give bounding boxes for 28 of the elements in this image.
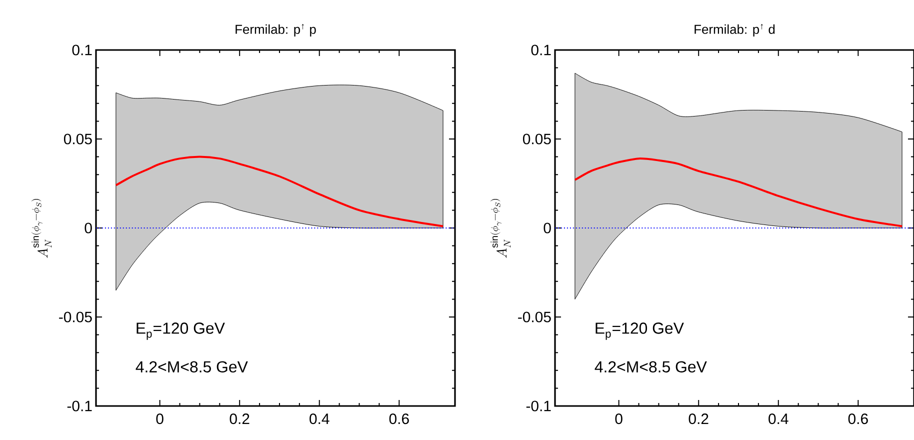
y-tick-label: -0.1 <box>526 400 551 412</box>
y-tick-label: 0.1 <box>72 44 92 56</box>
line-series <box>114 156 444 228</box>
y-tick-label: -0.1 <box>67 400 92 412</box>
y-axis-title: $A_N^{\sin(\phi_\gamma-\phi_S)}$ <box>31 199 52 258</box>
annotation: 4.2<M<8.5 GeV <box>136 361 248 372</box>
y-axis-title: $A_N^{\sin(\phi_\gamma-\phi_S)}$ <box>490 199 511 258</box>
x-tick-label: 0.4 <box>768 414 788 424</box>
annotation: E$_{p}$=120 GeV <box>596 322 684 340</box>
y-tick-label: 0.05 <box>522 134 551 144</box>
line-series <box>574 158 904 228</box>
x-tick-label: 0.2 <box>230 414 250 424</box>
annotation: E$_{p}$=120 GeV <box>136 322 225 340</box>
chart-title: Fermilab: p$^{↑}$ p <box>236 24 316 36</box>
x-tick-label: 0.6 <box>389 414 409 424</box>
y-tick-label: -0.05 <box>59 312 92 322</box>
x-tick-label: 0 <box>156 414 164 424</box>
x-tick-label: 0.2 <box>688 414 708 424</box>
y-tick-label: 0.1 <box>531 44 551 56</box>
x-tick-label: 0.4 <box>310 414 330 424</box>
x-tick-label: 0.6 <box>848 414 868 424</box>
y-tick-label: -0.05 <box>518 312 551 322</box>
y-tick-label: 0 <box>544 222 551 234</box>
annotation: 4.2<M<8.5 GeV <box>594 361 707 372</box>
y-tick-label: 0.05 <box>64 134 92 144</box>
chart-title: Fermilab: p$^{↑}$ d <box>694 24 775 36</box>
x-tick-label: 0 <box>615 414 622 424</box>
y-tick-label: 0 <box>84 222 92 234</box>
